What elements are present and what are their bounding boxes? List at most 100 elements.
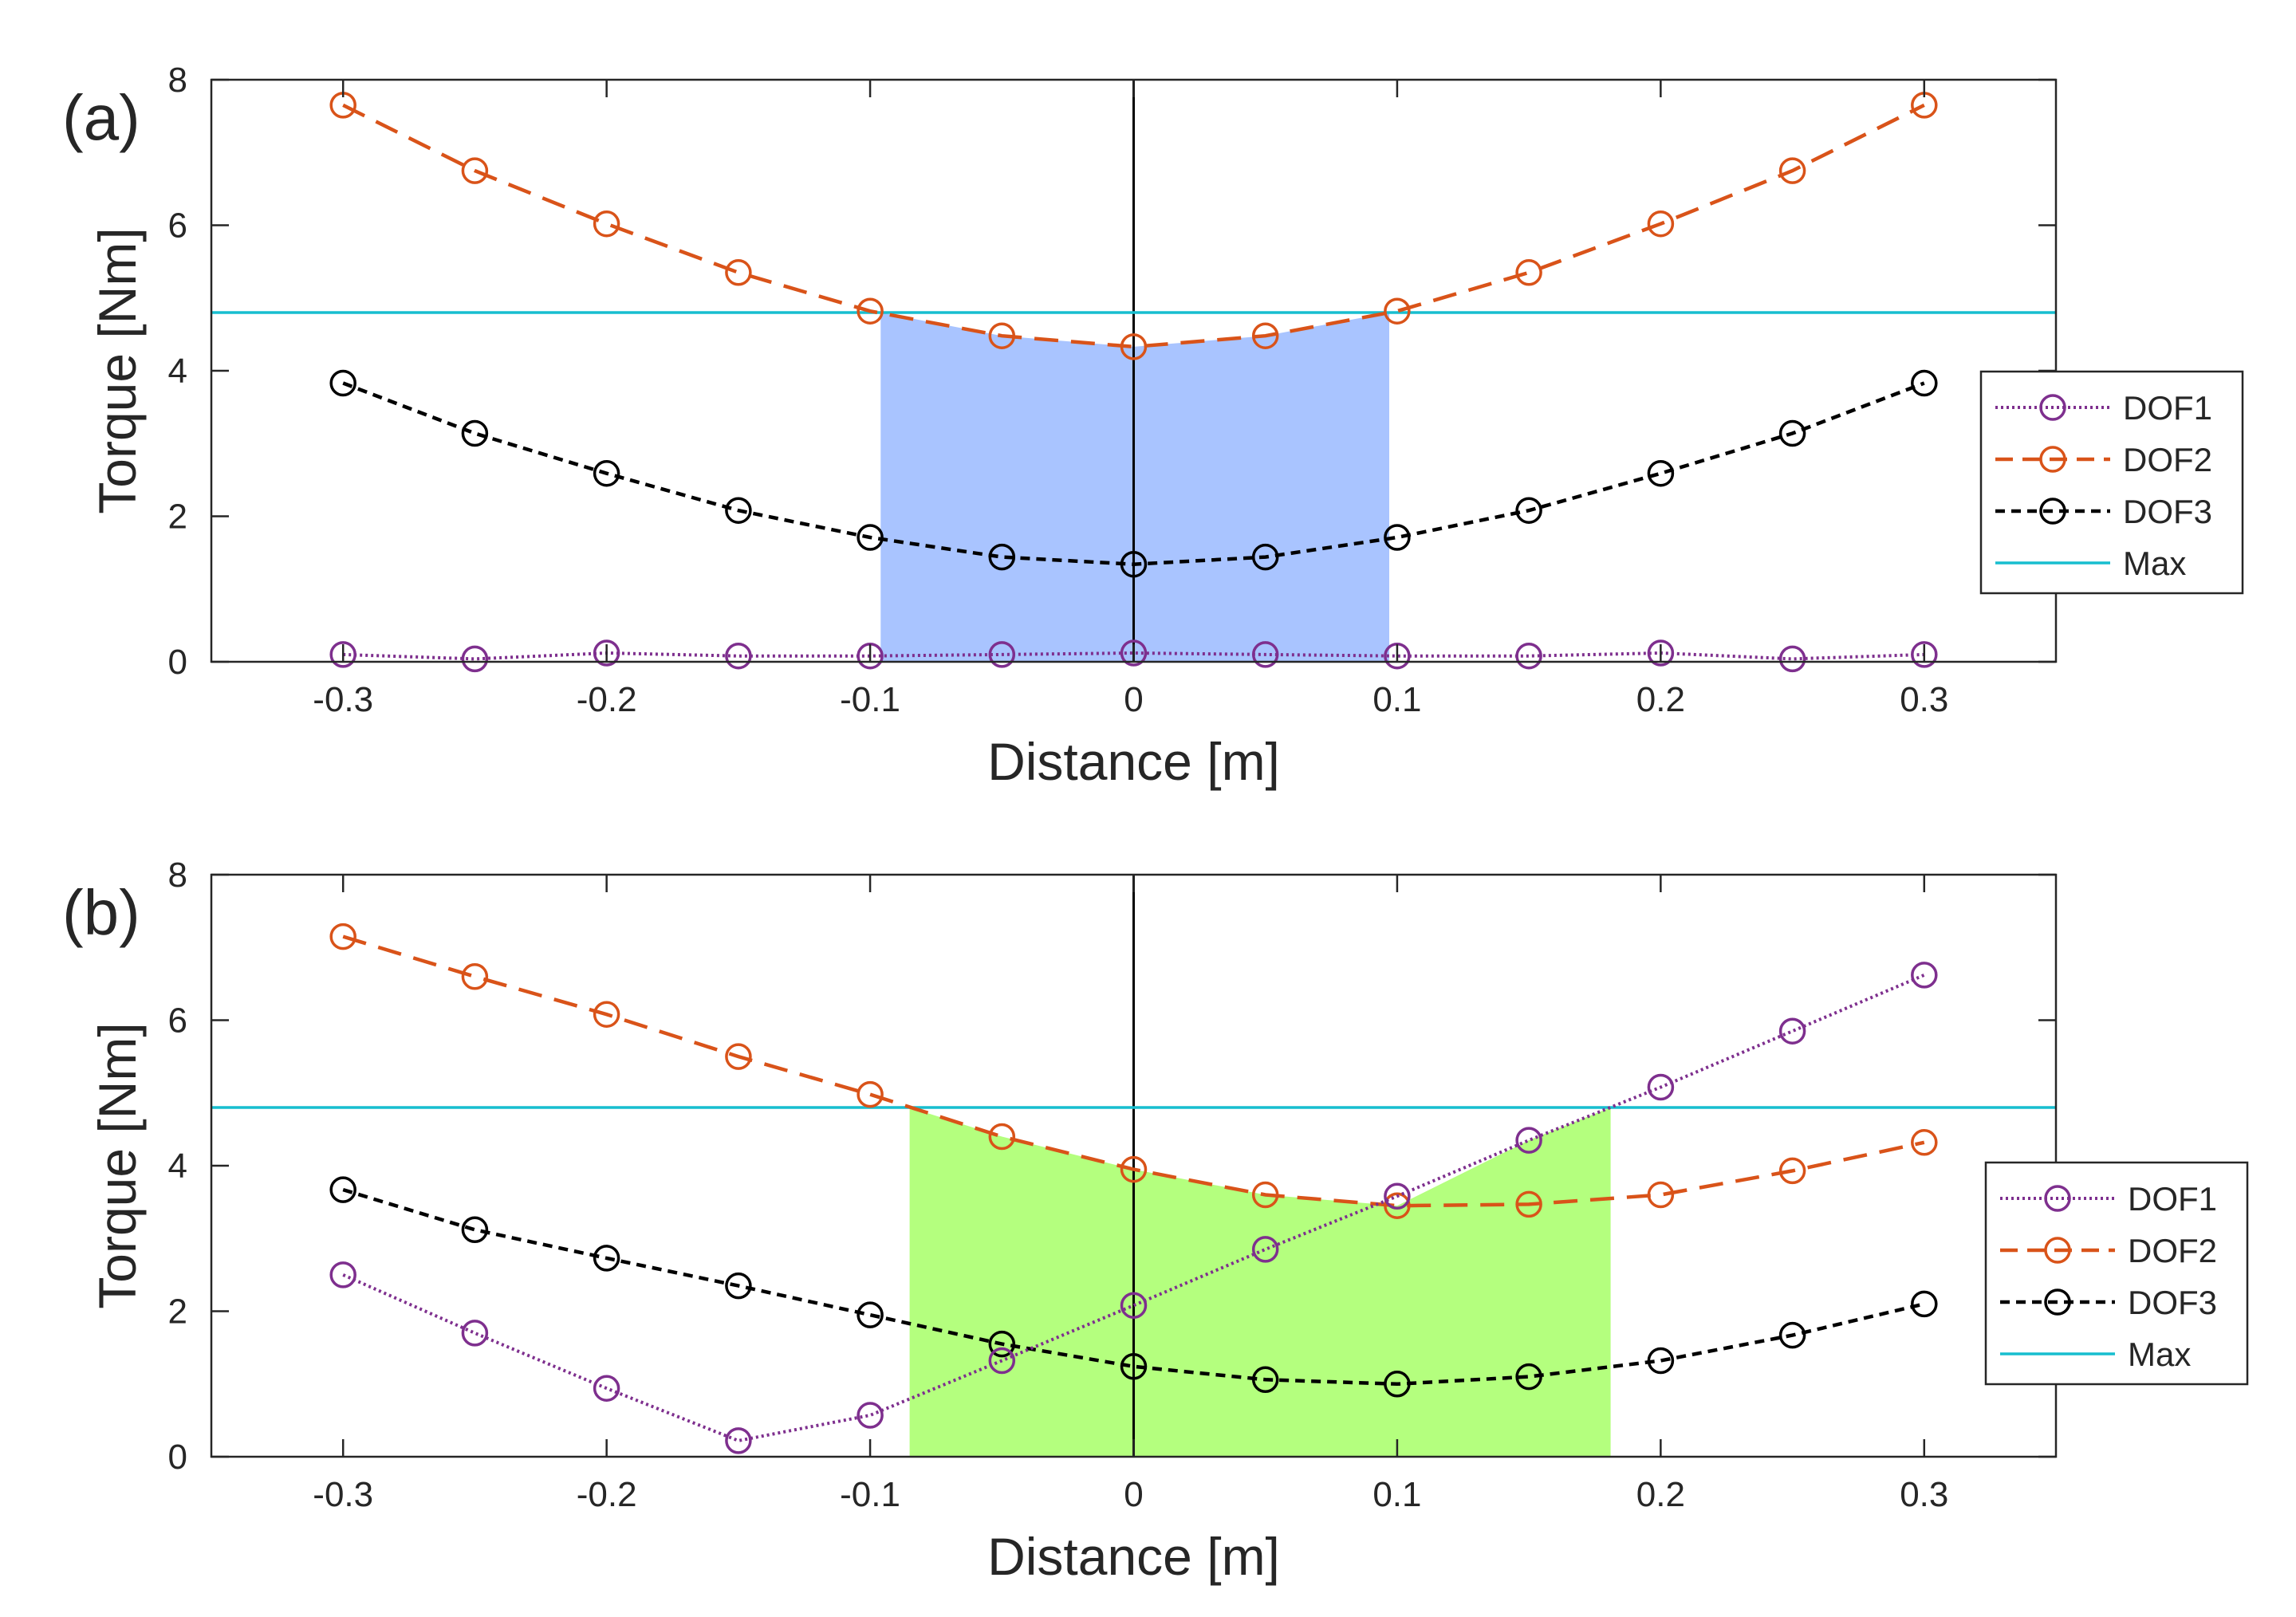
data-point xyxy=(1120,333,1148,360)
x-axis-label: Distance [m] xyxy=(987,1527,1280,1586)
data-point xyxy=(1515,642,1542,670)
legend-marker xyxy=(2044,1288,2071,1316)
data-point xyxy=(1384,297,1411,325)
x-tick-label: -0.2 xyxy=(577,1475,637,1514)
data-point xyxy=(461,419,489,447)
x-tick-label: 0 xyxy=(1124,680,1143,719)
data-point xyxy=(593,639,620,667)
data-point xyxy=(1911,1129,1938,1156)
data-point xyxy=(461,963,489,990)
shaded-region xyxy=(880,313,1389,662)
data-point xyxy=(1515,1127,1542,1154)
data-point xyxy=(1515,1363,1542,1391)
data-point xyxy=(988,543,1016,571)
data-point xyxy=(1647,1073,1675,1101)
data-point xyxy=(1120,550,1148,578)
x-tick-label: 0.3 xyxy=(1900,1475,1948,1514)
x-tick-label: 0.2 xyxy=(1636,1475,1685,1514)
panel-a: -0.3 -0.2 -0.1 0 0.1 0.2 0.3 0 2 4 6 8 Distance [m] T… xyxy=(62,61,2244,791)
x-tick-label: -0.3 xyxy=(313,1475,373,1514)
data-point xyxy=(725,1272,752,1300)
data-point xyxy=(1251,322,1279,349)
data-point xyxy=(857,1402,884,1429)
series-line-dof1 xyxy=(342,974,1925,1442)
legend-label-max: Max xyxy=(2128,1336,2191,1373)
series-line-dof2 xyxy=(342,934,1925,1208)
panel-b: -0.3 -0.2 -0.1 0 0.1 0.2 0.3 0 2 4 6 8 Distance [m] T… xyxy=(62,856,2249,1586)
data-point xyxy=(1120,1292,1148,1319)
series-line-dof2 xyxy=(342,103,1925,349)
data-point xyxy=(988,1347,1016,1375)
legend-marker xyxy=(2039,498,2066,525)
data-point xyxy=(461,645,489,673)
data-point xyxy=(988,322,1016,349)
data-point xyxy=(329,369,356,397)
data-point xyxy=(1251,1236,1279,1263)
data-point xyxy=(1515,1190,1542,1218)
data-point xyxy=(725,497,752,524)
data-point xyxy=(1647,1181,1675,1209)
y-axis-label: Torque [Nm] xyxy=(88,227,147,513)
data-point xyxy=(1251,543,1279,571)
data-point xyxy=(1647,459,1675,487)
data-point xyxy=(1384,1371,1411,1398)
legend-marker xyxy=(2039,446,2066,473)
x-tick-label: -0.2 xyxy=(577,680,637,719)
data-point xyxy=(1778,419,1806,447)
y-tick-label: 2 xyxy=(168,498,187,537)
panel-label: (b) xyxy=(62,877,140,948)
data-point xyxy=(1778,1321,1806,1349)
series-line-dof3 xyxy=(342,381,1925,566)
legend-label-dof1: DOF1 xyxy=(2128,1180,2217,1218)
series-dof3 xyxy=(329,1176,1938,1398)
shaded-region xyxy=(909,1108,1611,1457)
data-point xyxy=(593,1245,620,1272)
x-axis-label: Distance [m] xyxy=(987,732,1280,791)
data-point xyxy=(725,642,752,670)
data-point xyxy=(1911,641,1938,668)
data-point xyxy=(1778,1157,1806,1185)
data-point xyxy=(1384,642,1411,670)
legend-label-dof3: DOF3 xyxy=(2123,493,2212,530)
data-point xyxy=(1120,1155,1148,1183)
data-point xyxy=(988,641,1016,668)
data-point xyxy=(1778,645,1806,673)
x-tick-label: -0.1 xyxy=(840,1475,900,1514)
y-tick-label: 6 xyxy=(168,1001,187,1041)
x-tick-label: 0 xyxy=(1124,1475,1143,1514)
legend-label-dof3: DOF3 xyxy=(2128,1284,2217,1321)
data-point xyxy=(1384,1192,1411,1219)
data-point xyxy=(1647,210,1675,238)
data-point xyxy=(1911,962,1938,989)
x-tick-label: 0.3 xyxy=(1900,680,1948,719)
legend-label-dof2: DOF2 xyxy=(2128,1232,2217,1269)
data-point xyxy=(461,1216,489,1244)
data-point xyxy=(1647,1347,1675,1375)
series-dof2 xyxy=(329,92,1938,360)
data-point xyxy=(1251,1181,1279,1209)
data-point xyxy=(988,1330,1016,1358)
x-tick-label: 0.2 xyxy=(1636,680,1685,719)
x-tick-label: -0.1 xyxy=(840,680,900,719)
legend-label-max: Max xyxy=(2123,545,2186,582)
data-point xyxy=(1120,639,1148,667)
data-point xyxy=(857,642,884,670)
data-point xyxy=(593,1001,620,1028)
series-dof1 xyxy=(329,962,1938,1454)
data-point xyxy=(857,524,884,551)
legend-marker xyxy=(2044,1185,2071,1212)
data-point xyxy=(329,641,356,668)
data-point xyxy=(725,1427,752,1454)
y-tick-label: 8 xyxy=(168,856,187,895)
data-point xyxy=(725,1043,752,1070)
x-tick-label: -0.3 xyxy=(313,680,373,719)
data-point xyxy=(725,259,752,286)
y-tick-label: 8 xyxy=(168,61,187,100)
data-point xyxy=(1120,1353,1148,1380)
data-point xyxy=(329,1261,356,1288)
data-point xyxy=(1778,1017,1806,1045)
data-point xyxy=(593,459,620,487)
legend-marker xyxy=(2039,394,2066,421)
legend-label-dof1: DOF1 xyxy=(2123,389,2212,427)
